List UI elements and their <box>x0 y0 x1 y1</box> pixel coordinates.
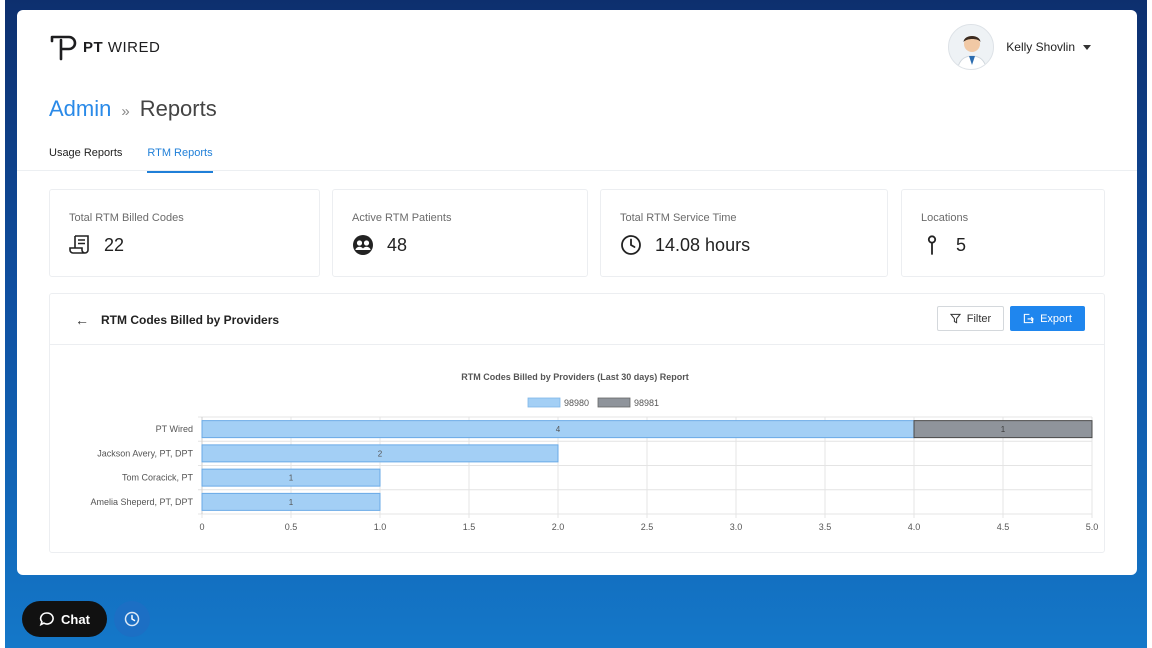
breadcrumb: Admin » Reports <box>49 96 217 122</box>
chat-button-label: Chat <box>61 611 90 627</box>
bar-98980[interactable] <box>201 444 559 463</box>
stat-label: Total RTM Service Time <box>620 212 737 224</box>
bar-value-label: 1 <box>289 498 294 507</box>
stat-card-active-patients: Active RTM Patients 48 <box>332 189 588 277</box>
stat-value: 48 <box>387 234 408 255</box>
chart-container: RTM Codes Billed by Providers (Last 30 d… <box>50 346 1106 553</box>
stat-value: 5 <box>956 234 967 255</box>
x-tick-label: 3.0 <box>730 522 743 532</box>
legend-label: 98980 <box>564 398 589 408</box>
legend-swatch[interactable] <box>597 397 631 408</box>
x-tick-label: 0 <box>199 522 204 532</box>
stat-card-service-time: Total RTM Service Time 14.08 hours <box>600 189 888 277</box>
app-logo[interactable]: PT WIRED <box>49 32 160 62</box>
x-tick-label: 1.5 <box>463 522 476 532</box>
clock-icon <box>620 234 642 256</box>
export-icon <box>1023 313 1034 324</box>
export-button-label: Export <box>1040 312 1072 325</box>
avatar <box>948 24 995 70</box>
pt-wired-logo-icon <box>50 35 77 61</box>
tab-usage-reports[interactable]: Usage Reports <box>49 147 123 159</box>
x-tick-label: 0.5 <box>285 522 298 532</box>
tabs-divider <box>17 170 1137 171</box>
stat-label: Active RTM Patients <box>352 212 452 224</box>
chart-panel-title: RTM Codes Billed by Providers <box>101 313 280 327</box>
history-widget-button[interactable] <box>114 601 150 637</box>
x-tick-label: 4.0 <box>908 522 921 532</box>
chart-legend: 98980 98981 <box>527 397 659 408</box>
stat-label: Locations <box>921 212 969 224</box>
report-tabs: Usage Reports RTM Reports <box>49 147 238 173</box>
rtm-codes-chart: RTM Codes Billed by Providers (Last 30 d… <box>90 372 1098 532</box>
user-avatar-icon <box>949 25 994 69</box>
x-tick-label: 5.0 <box>1086 522 1099 532</box>
chart-x-labels: 0 0.5 1.0 1.5 2.0 2.5 3.0 3.5 4.0 4.5 5.0 <box>199 522 1098 532</box>
bar-98980[interactable] <box>201 468 381 487</box>
chevron-down-icon[interactable] <box>1083 44 1091 50</box>
x-tick-label: 3.5 <box>819 522 832 532</box>
chart-y-labels: PT Wired Jackson Avery, PT, DPT Tom Coraci… <box>90 424 193 507</box>
chat-button[interactable]: Chat <box>22 601 107 637</box>
legend-swatch[interactable] <box>527 397 561 408</box>
export-button[interactable]: Export <box>1010 306 1085 331</box>
location-pin-icon <box>921 234 943 256</box>
stat-label: Total RTM Billed Codes <box>69 212 184 224</box>
app-logo-text: PT WIRED <box>83 38 161 56</box>
bar-value-label: 1 <box>289 474 294 483</box>
main-card: PT WIRED Kelly Shovlin Admin » Reports U… <box>17 10 1137 575</box>
legend-label: 98981 <box>634 398 659 408</box>
tab-rtm-reports[interactable]: RTM Reports <box>147 147 213 173</box>
receipt-icon <box>69 234 91 256</box>
y-tick-label: Tom Coracick, PT <box>122 473 194 483</box>
patients-icon <box>352 234 374 256</box>
x-tick-label: 1.0 <box>374 522 387 532</box>
user-menu[interactable]: Kelly Shovlin <box>948 24 1091 70</box>
filter-button-label: Filter <box>966 312 992 325</box>
stat-card-locations: Locations 5 <box>901 189 1105 277</box>
page-title: Reports <box>139 96 217 121</box>
chart-panel-header: ← RTM Codes Billed by Providers Filter E… <box>50 294 1104 345</box>
history-icon <box>124 611 140 627</box>
y-tick-label: Jackson Avery, PT, DPT <box>97 448 193 458</box>
bar-value-label: 2 <box>378 449 383 458</box>
stat-value: 22 <box>104 234 125 255</box>
chart-panel: ← RTM Codes Billed by Providers Filter E… <box>49 293 1105 553</box>
breadcrumb-admin-link[interactable]: Admin <box>49 96 112 121</box>
chart-title: RTM Codes Billed by Providers (Last 30 d… <box>461 372 689 382</box>
bar-98981[interactable] <box>913 420 1093 439</box>
bar-value-label: 1 <box>1001 425 1006 434</box>
y-tick-label: PT Wired <box>156 424 193 434</box>
bar-value-label: 4 <box>556 425 561 434</box>
x-tick-label: 2.0 <box>552 522 565 532</box>
breadcrumb-separator: » <box>121 103 130 120</box>
stat-card-billed-codes: Total RTM Billed Codes 22 <box>49 189 320 277</box>
chat-bubble-icon <box>39 612 54 627</box>
filter-button[interactable]: Filter <box>937 306 1004 331</box>
user-name: Kelly Shovlin <box>1006 40 1075 54</box>
x-tick-label: 4.5 <box>997 522 1010 532</box>
filter-icon <box>949 313 961 324</box>
x-tick-label: 2.5 <box>641 522 654 532</box>
stat-value: 14.08 hours <box>655 234 751 255</box>
chart-bars: 4 1 2 1 1 <box>201 420 1093 511</box>
y-tick-label: Amelia Sheperd, PT, DPT <box>90 497 193 507</box>
back-arrow-icon[interactable]: ← <box>75 312 89 328</box>
bar-98980[interactable] <box>201 492 381 511</box>
